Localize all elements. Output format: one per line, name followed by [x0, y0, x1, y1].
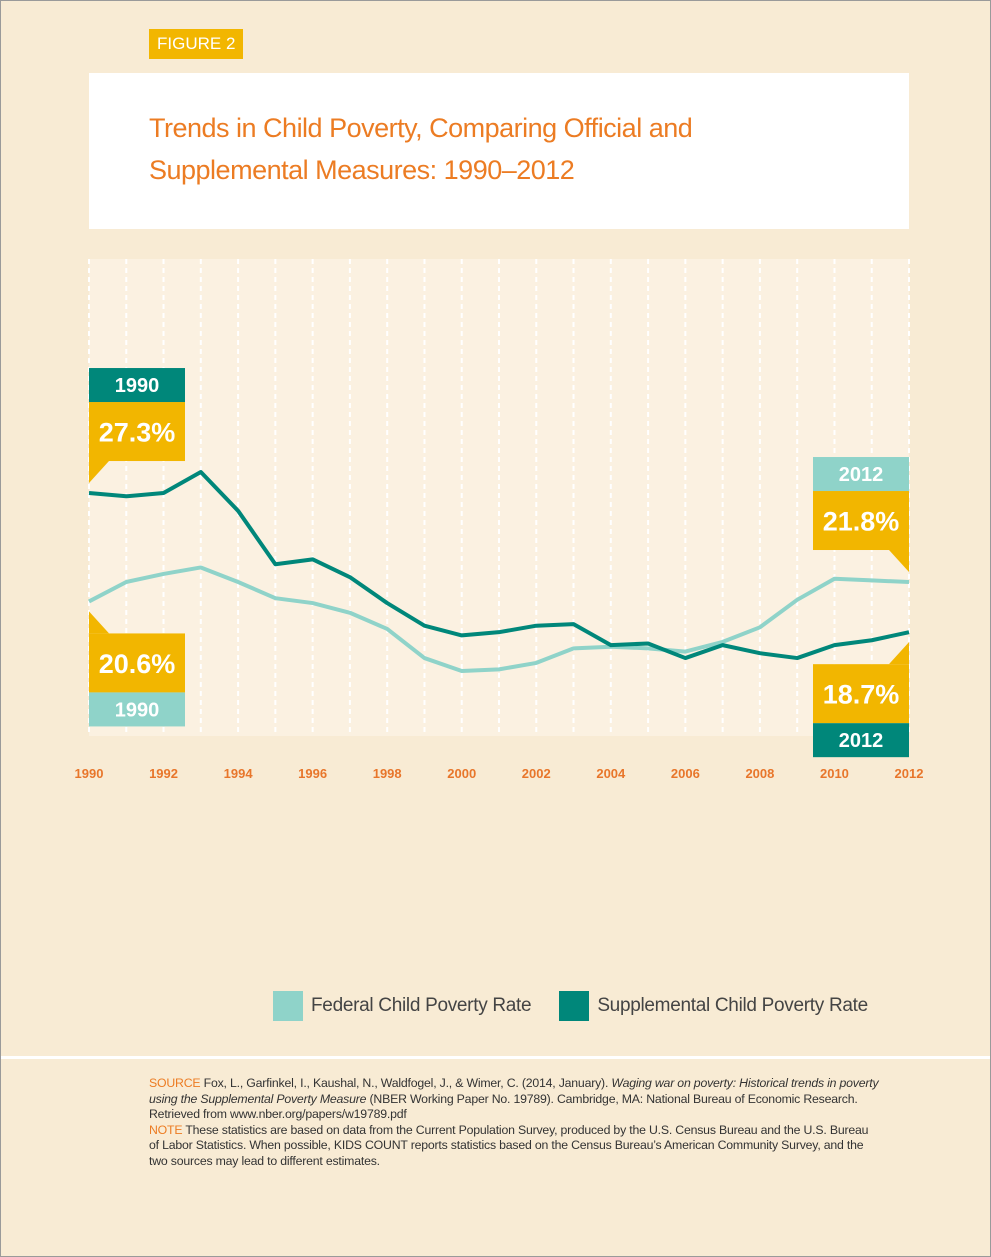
value-label-box — [813, 664, 909, 724]
separator — [1, 1056, 990, 1059]
note: NOTE These statistics are based on data … — [149, 1123, 879, 1170]
legend-swatch — [559, 991, 590, 1021]
note-text: These statistics are based on data from … — [149, 1122, 869, 1168]
year-label: 2012 — [839, 730, 884, 752]
x-tick-label: 1996 — [298, 766, 327, 781]
x-tick-label: 2000 — [447, 766, 476, 781]
label-pointer — [89, 611, 109, 634]
x-tick-label: 2012 — [895, 766, 924, 781]
legend-swatch — [273, 991, 303, 1021]
x-tick-label: 2006 — [671, 766, 700, 781]
value-label-box — [89, 633, 185, 693]
figure-label: FIGURE 2 — [149, 29, 244, 59]
line — [88, 565, 910, 673]
source-label: SOURCE — [149, 1076, 201, 1090]
x-tick-label: 2002 — [522, 766, 551, 781]
year-label: 1990 — [115, 375, 160, 397]
value-label: 18.7% — [823, 680, 900, 710]
value-label-box — [813, 491, 909, 551]
line — [88, 470, 910, 661]
year-label-box — [89, 368, 185, 403]
value-label-box — [89, 402, 185, 462]
year-label: 1990 — [115, 699, 160, 721]
note-label: NOTE — [149, 1122, 183, 1137]
legend-label: Federal Child Poverty Rate — [311, 995, 532, 1016]
year-label-box — [813, 723, 909, 758]
x-tick-label: 1992 — [149, 766, 178, 781]
legend-entry: Supplemental Child Poverty Rate — [559, 991, 868, 1021]
year-label: 2012 — [839, 464, 884, 486]
value-label: 20.6% — [99, 649, 176, 679]
chart-title: Trends in Child Poverty, Comparing Offic… — [149, 113, 693, 185]
x-tick-label: 2004 — [596, 766, 626, 781]
x-tick-label: 1990 — [75, 766, 104, 781]
legend-entry: Federal Child Poverty Rate — [273, 991, 532, 1021]
legend: Federal Child Poverty Rate Supplemental C… — [273, 991, 868, 1021]
year-label-box — [89, 692, 185, 727]
x-tick-label: 1994 — [224, 766, 254, 781]
label-pointer — [89, 461, 109, 484]
source-text: Fox, L., Garfinkel, I., Kaushal, N., Wal… — [203, 1076, 612, 1090]
title-box: Trends in Child Poverty, Comparing Offic… — [89, 73, 909, 229]
label-pointer — [889, 642, 909, 665]
source: SOURCE Fox, L., Garfinkel, I., Kaushal, … — [149, 1076, 879, 1123]
legend-label: Supplemental Child Poverty Rate — [597, 995, 868, 1016]
source-text: (NBER Working Paper No. 19789). Cambridg… — [149, 1091, 858, 1122]
x-tick-label: 2008 — [745, 766, 774, 781]
source-title: Waging war on poverty: Historical trends… — [149, 1076, 879, 1106]
x-tick-label: 2010 — [820, 766, 849, 781]
value-label: 21.8% — [823, 507, 900, 537]
value-label: 27.3% — [99, 418, 176, 448]
label-pointer — [889, 550, 909, 573]
chart: 1990 1992 1994 1996 1998 2000 2002 2004 2006 2008… — [75, 259, 924, 781]
year-label-box — [813, 457, 909, 492]
source-note: SOURCE Fox, L., Garfinkel, I., Kaushal, … — [149, 1076, 879, 1169]
x-tick-label: 1998 — [373, 766, 402, 781]
